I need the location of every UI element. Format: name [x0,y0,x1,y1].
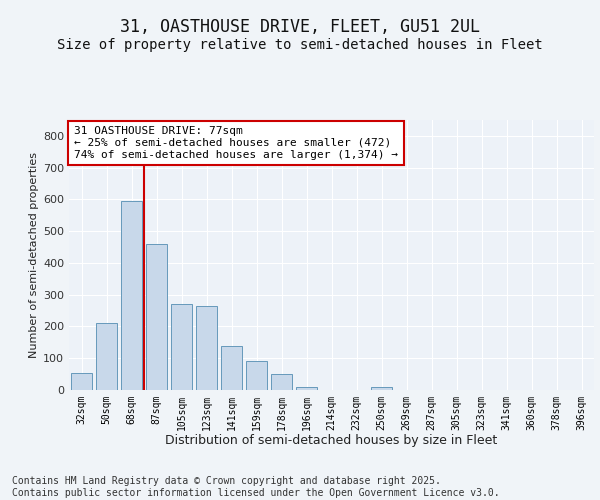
Bar [296,387,317,390]
Bar [196,306,217,390]
Text: 31, OASTHOUSE DRIVE, FLEET, GU51 2UL: 31, OASTHOUSE DRIVE, FLEET, GU51 2UL [120,18,480,36]
Bar [71,372,92,390]
Bar [146,244,167,390]
Text: Size of property relative to semi-detached houses in Fleet: Size of property relative to semi-detach… [57,38,543,52]
Bar [96,324,117,390]
Bar [371,388,392,390]
Bar [221,346,242,390]
Bar [171,304,192,390]
Bar [271,374,292,390]
Text: Contains HM Land Registry data © Crown copyright and database right 2025.
Contai: Contains HM Land Registry data © Crown c… [12,476,500,498]
Text: 31 OASTHOUSE DRIVE: 77sqm
← 25% of semi-detached houses are smaller (472)
74% of: 31 OASTHOUSE DRIVE: 77sqm ← 25% of semi-… [74,126,398,160]
Bar [246,362,267,390]
Y-axis label: Number of semi-detached properties: Number of semi-detached properties [29,152,39,358]
Bar [121,201,142,390]
X-axis label: Distribution of semi-detached houses by size in Fleet: Distribution of semi-detached houses by … [166,434,497,448]
